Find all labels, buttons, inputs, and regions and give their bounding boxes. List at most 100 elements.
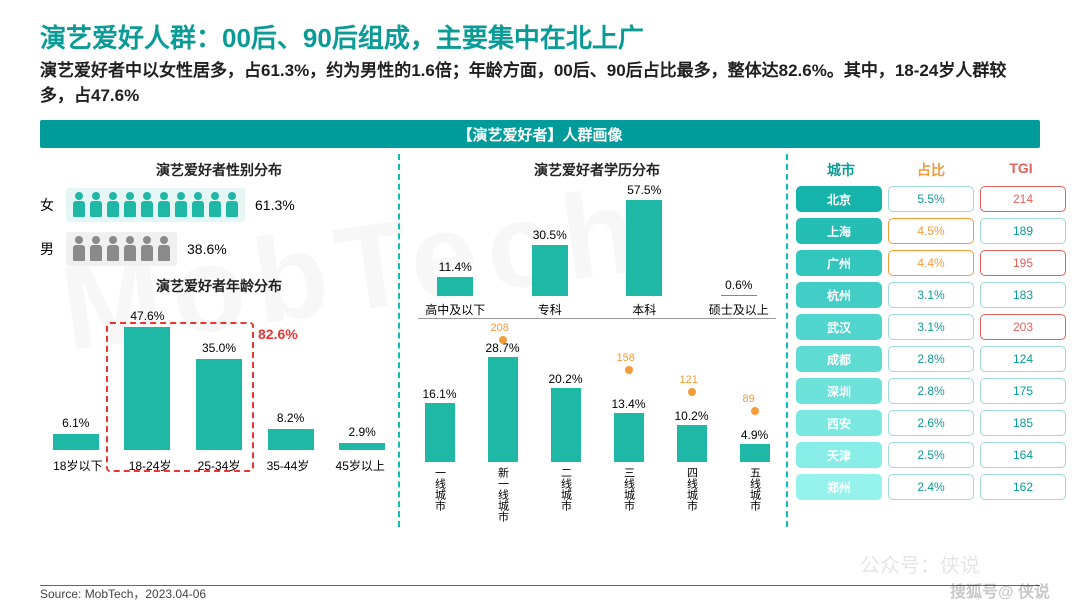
gender-pct: 38.6% — [187, 241, 227, 257]
tgi-pill: 175 — [980, 378, 1066, 404]
person-icon — [174, 192, 188, 218]
city-tier-label: 新一线城市 — [495, 467, 511, 527]
edu-value: 30.5% — [533, 228, 567, 242]
table-row: 上海 4.5% 189 — [796, 218, 1066, 244]
edu-label: 硕士及以上 — [709, 301, 769, 318]
city-tier-item: 89 4.9% 五线城市 — [729, 428, 781, 527]
city-pill: 天津 — [796, 442, 882, 468]
table-row: 杭州 3.1% 183 — [796, 282, 1066, 308]
city-tier-bar — [740, 444, 770, 462]
edu-value: 0.6% — [725, 278, 752, 292]
age-bar: 8.2% — [268, 429, 314, 450]
age-value: 8.2% — [268, 411, 314, 425]
edu-value: 11.4% — [439, 260, 472, 274]
pct-pill: 2.4% — [888, 474, 974, 500]
age-value: 47.6% — [124, 309, 170, 323]
city-tier-item: 158 13.4% 三线城市 — [603, 397, 655, 527]
left-column: 演艺爱好者性别分布 女 61.3% 男 38.6% 演艺爱好者年龄分布 6.1% 47.… — [40, 154, 400, 527]
gender-title: 演艺爱好者性别分布 — [40, 160, 398, 180]
person-icon — [72, 236, 86, 262]
age-bar: 2.9% — [339, 443, 385, 451]
pct-pill: 5.5% — [888, 186, 974, 212]
edu-bar — [626, 200, 662, 296]
age-title: 演艺爱好者年龄分布 — [40, 276, 398, 296]
gender-row: 男 38.6% — [40, 232, 398, 266]
tgi-dot — [499, 336, 507, 344]
gender-pct: 61.3% — [255, 197, 295, 213]
table-row: 深圳 2.8% 175 — [796, 378, 1066, 404]
city-tier-label: 五线城市 — [747, 467, 763, 527]
age-label: 35-44岁 — [267, 457, 310, 474]
city-pill: 武汉 — [796, 314, 882, 340]
city-pill: 深圳 — [796, 378, 882, 404]
tgi-dot — [751, 407, 759, 415]
tgi-dot — [688, 388, 696, 396]
gender-label: 男 — [40, 239, 66, 259]
person-icon — [208, 192, 222, 218]
city-tier-label: 二线城市 — [558, 467, 574, 527]
city-tier-item: 208 28.7% 新一线城市 — [477, 341, 529, 527]
tgi-value: 208 — [491, 322, 509, 334]
age-highlight-label: 82.6% — [258, 326, 298, 342]
edu-bar — [437, 277, 473, 296]
pct-pill: 3.1% — [888, 282, 974, 308]
person-icon — [89, 236, 103, 262]
person-icon — [157, 236, 171, 262]
city-pill: 西安 — [796, 410, 882, 436]
pct-pill: 2.6% — [888, 410, 974, 436]
city-pill: 广州 — [796, 250, 882, 276]
pct-pill: 2.8% — [888, 378, 974, 404]
city-tier-chart: 16.1% 一线城市208 28.7% 新一线城市 20.2% 二线城市158 … — [408, 327, 786, 527]
page-title: 演艺爱好人群：00后、90后组成，主要集中在北上广 — [0, 0, 1080, 59]
city-tier-bar — [488, 357, 518, 462]
table-header: 城市 占比 TGI — [796, 160, 1066, 180]
edu-label: 专科 — [538, 301, 562, 318]
person-icon — [123, 192, 137, 218]
pct-pill: 2.5% — [888, 442, 974, 468]
th-pct: 占比 — [886, 160, 976, 180]
source-text: Source: MobTech，2023.04-06 — [40, 585, 206, 602]
person-icon — [140, 236, 154, 262]
city-tier-item: 16.1% 一线城市 — [414, 387, 466, 527]
section-banner: 【演艺爱好者】人群画像 — [40, 120, 1040, 148]
age-value: 6.1% — [53, 416, 99, 430]
tgi-value: 158 — [617, 352, 635, 364]
city-tier-value: 4.9% — [741, 428, 768, 442]
th-city: 城市 — [796, 160, 886, 180]
tgi-pill: 203 — [980, 314, 1066, 340]
person-icon — [123, 236, 137, 262]
table-row: 广州 4.4% 195 — [796, 250, 1066, 276]
person-icon — [106, 192, 120, 218]
th-tgi: TGI — [976, 160, 1066, 180]
pct-pill: 3.1% — [888, 314, 974, 340]
age-label: 45岁以上 — [336, 457, 385, 474]
gender-label: 女 — [40, 195, 66, 215]
city-tier-label: 一线城市 — [432, 467, 448, 527]
city-tier-label: 三线城市 — [621, 467, 637, 527]
age-label: 18岁以下 — [53, 457, 102, 474]
edu-item: 0.6% 硕士及以上 — [709, 278, 769, 318]
person-icon — [72, 192, 86, 218]
person-icon — [106, 236, 120, 262]
gender-row: 女 61.3% — [40, 188, 398, 222]
tgi-pill: 214 — [980, 186, 1066, 212]
tgi-pill: 195 — [980, 250, 1066, 276]
edu-label: 本科 — [632, 301, 656, 318]
city-tier-item: 20.2% 二线城市 — [540, 372, 592, 527]
edu-value: 57.5% — [627, 183, 661, 197]
table-row: 天津 2.5% 164 — [796, 442, 1066, 468]
edu-item: 57.5% 本科 — [614, 183, 674, 318]
city-tier-bar — [677, 425, 707, 462]
edu-label: 高中及以下 — [425, 301, 485, 318]
table-row: 武汉 3.1% 203 — [796, 314, 1066, 340]
person-icon — [191, 192, 205, 218]
city-tier-bar — [614, 413, 644, 462]
tgi-pill: 189 — [980, 218, 1066, 244]
table-row: 成都 2.8% 124 — [796, 346, 1066, 372]
tgi-pill: 183 — [980, 282, 1066, 308]
age-bar: 6.1% — [53, 434, 99, 450]
city-pill: 上海 — [796, 218, 882, 244]
city-tier-value: 13.4% — [611, 397, 645, 411]
city-tier-bar — [551, 388, 581, 462]
pct-pill: 4.4% — [888, 250, 974, 276]
